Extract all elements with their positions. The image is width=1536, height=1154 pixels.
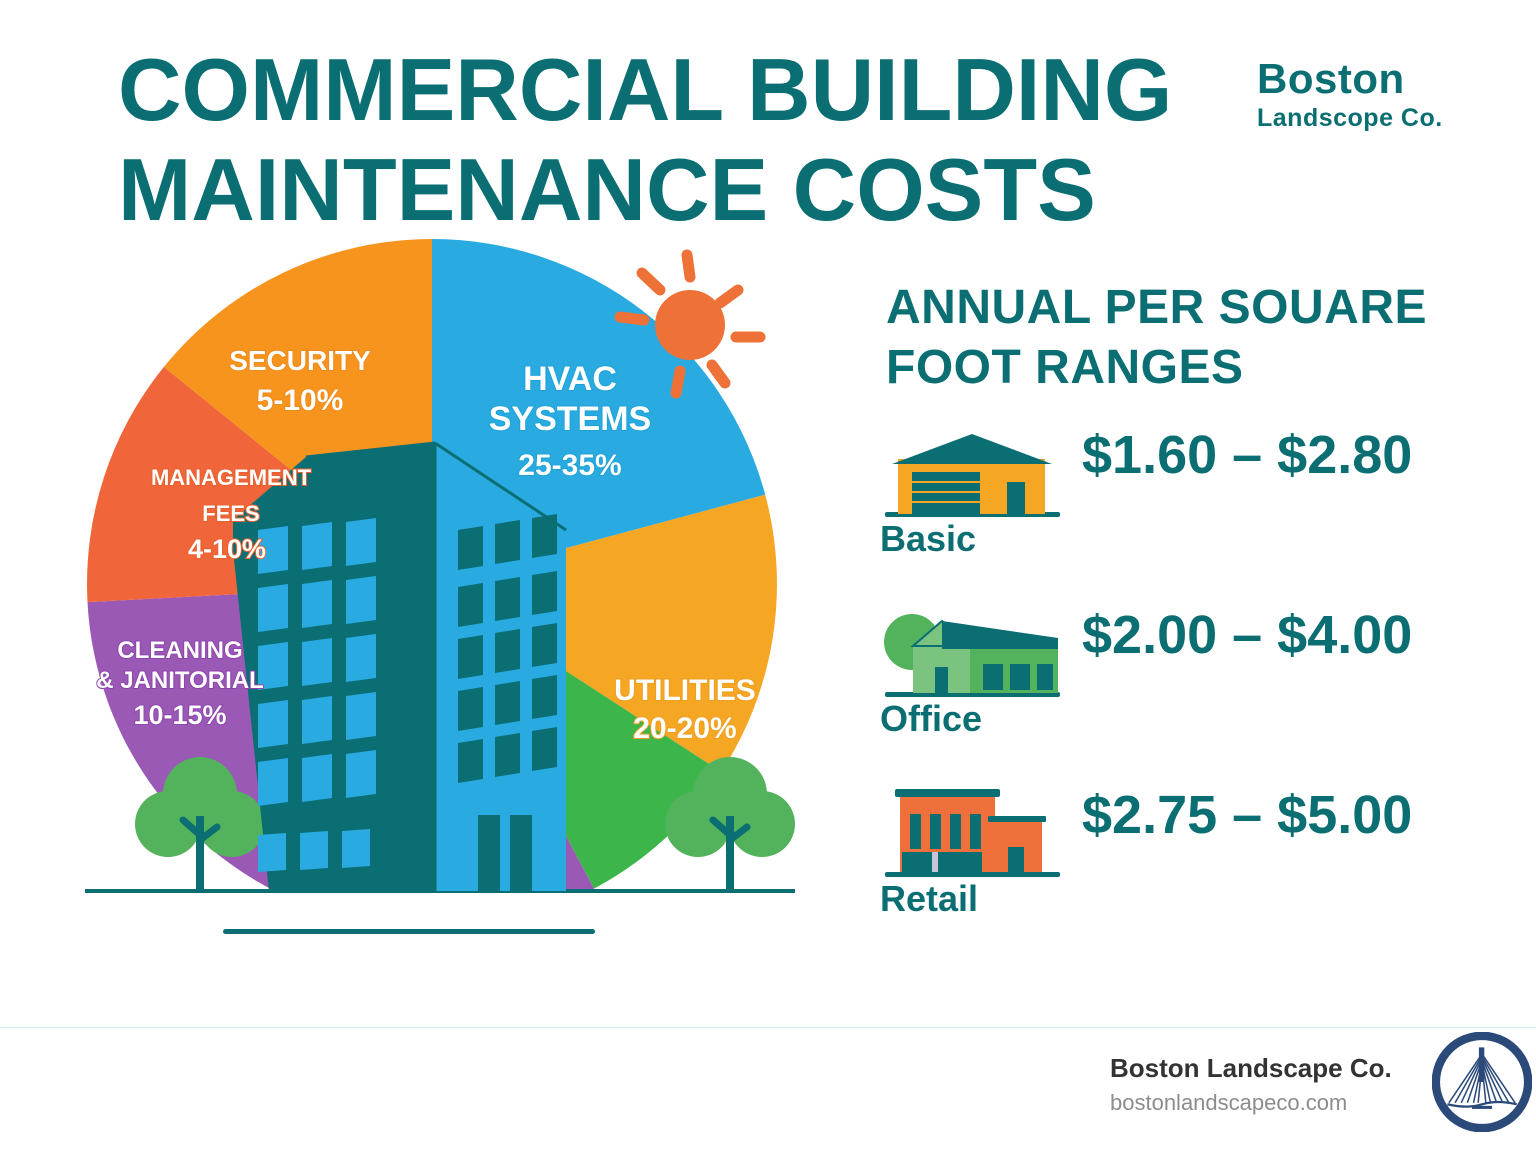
svg-text:HVAC: HVAC	[523, 360, 617, 398]
svg-text:SECURITY: SECURITY	[229, 345, 371, 376]
svg-text:FEES: FEES	[202, 501, 259, 526]
svg-text:25-35%: 25-35%	[518, 449, 621, 482]
svg-text:4-10%: 4-10%	[188, 534, 266, 564]
svg-text:5-10%: 5-10%	[257, 384, 344, 417]
svg-text:10-15%: 10-15%	[133, 700, 226, 730]
svg-text:20-20%: 20-20%	[633, 712, 736, 745]
svg-text:UTILITIES: UTILITIES	[614, 674, 756, 707]
svg-text:SYSTEMS: SYSTEMS	[489, 400, 651, 438]
svg-text:CLEANING: CLEANING	[117, 637, 242, 664]
svg-text:MANAGEMENT: MANAGEMENT	[151, 465, 312, 490]
svg-text:& JANITORIAL: & JANITORIAL	[96, 667, 264, 694]
